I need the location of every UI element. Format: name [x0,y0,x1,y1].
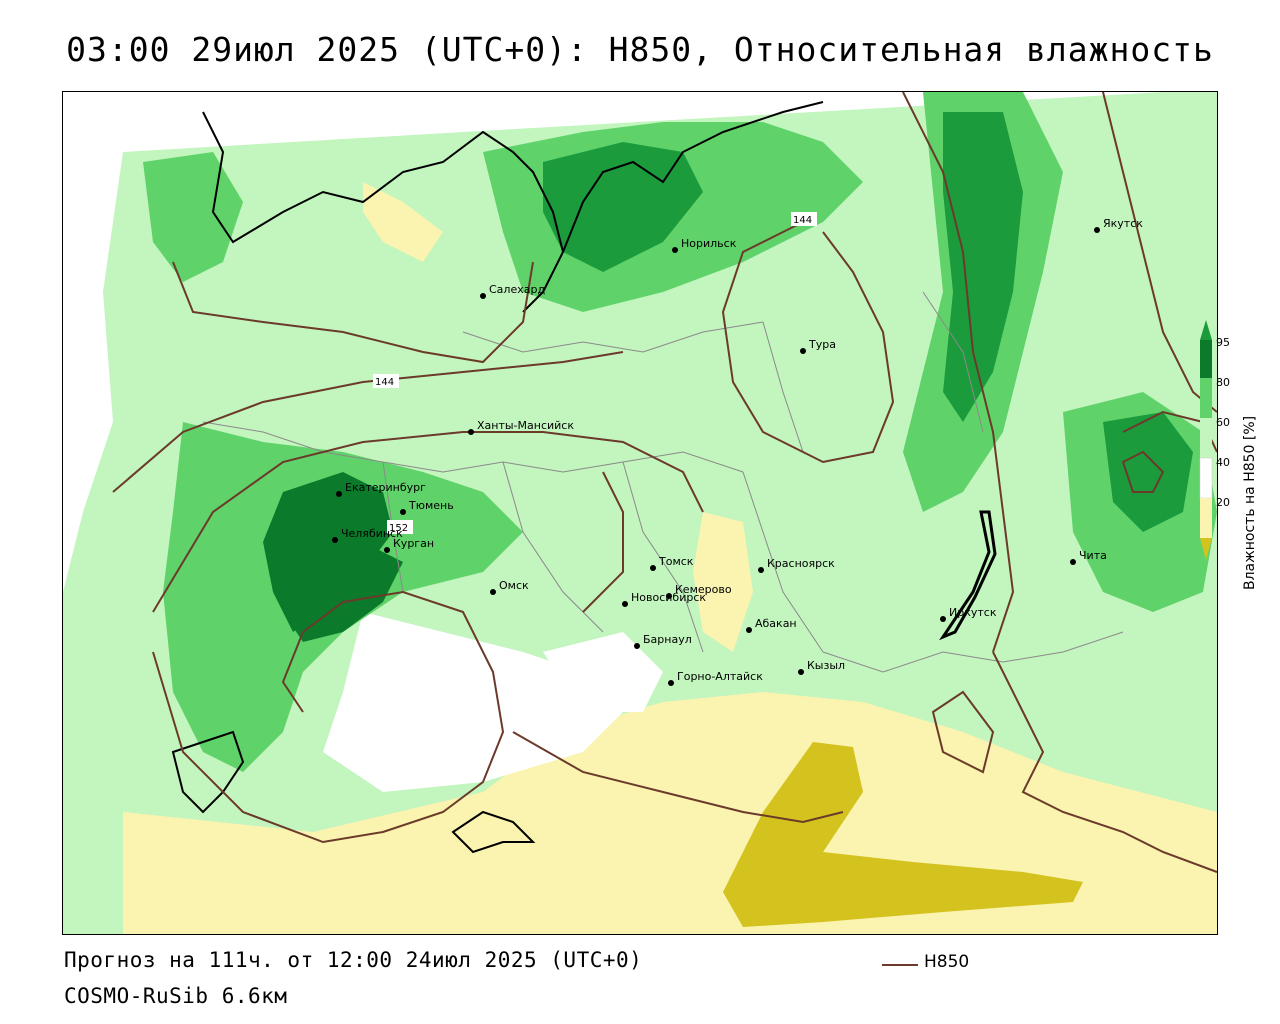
page-title: 03:00 29июл 2025 (UTC+0): H850, Относите… [66,30,1214,69]
city-label: Абакан [755,617,797,630]
colorbar-title: Влажность на H850 [%] [1242,415,1258,590]
city-dot [666,593,672,599]
city-dot [468,429,474,435]
weather-map[interactable]: 144 144 152 Якутск Норильск Салехард Тура Ха… [62,91,1218,935]
city-label: Омск [499,579,529,592]
city-dot [384,547,390,553]
colorbar-tick: 60 [1216,416,1230,429]
city-label: Тура [808,338,836,351]
city-dot [1070,559,1076,565]
caspian-coast [171,730,245,814]
contour-label-144-north: 144 [791,212,817,226]
city-label: Тюмень [408,499,454,512]
colorbar-band-40 [1199,457,1213,499]
humidity-field-dry-central [693,512,753,652]
svg-text:144: 144 [375,377,394,388]
colorbar: 95 80 60 40 20 [1198,310,1278,600]
model-name: COSMO-RuSib 6.6км [64,984,288,1008]
city-dot [490,589,496,595]
city-dot [668,680,674,686]
city-label: Челябинск [341,527,403,540]
colorbar-tick: 80 [1216,376,1230,389]
city-label: Иркутск [949,606,997,619]
humidity-field-saturated-baikal [1103,412,1193,532]
city-dot [336,491,342,497]
svg-text:152: 152 [389,523,408,534]
map-canvas: 144 144 152 Якутск Норильск Салехард Тура Ха… [63,92,1217,934]
city-label: Горно-Алтайск [677,670,763,683]
city-dot [672,247,678,253]
city-label: Кемерово [675,583,732,596]
city-label: Томск [658,555,694,568]
city-label: Ханты-Мансийск [477,419,574,432]
city-dot [800,348,806,354]
colorbar-band-20 [1200,498,1212,538]
city-markers: Якутск Норильск Салехард Тура Ханты-Мансийск… [332,217,1143,686]
humidity-field-saturated-kurgan [283,542,403,642]
colorbar-tick: 95 [1216,336,1230,349]
humidity-field-neutral-2 [543,632,663,712]
city-dot [634,643,640,649]
h850-contours [112,92,1217,873]
balkhash-lake [451,810,536,854]
city-label: Барнаул [643,633,692,646]
humidity-field-saturated-arctic [543,142,703,272]
city-dot [622,601,628,607]
line-legend-label: H850 [924,952,970,972]
city-dot [746,627,752,633]
coastline-east [562,101,824,253]
city-label: Кызыл [807,659,845,672]
forecast-info: Прогноз на 111ч. от 12:00 24июл 2025 (UT… [64,948,643,972]
coastline [202,111,565,313]
colorbar-arrow-bottom [1200,538,1212,560]
city-label: Екатеринбург [345,481,426,494]
city-label: Чита [1079,549,1107,562]
city-dot [332,537,338,543]
contour-label-144-west: 144 [373,374,399,388]
humidity-field-saturated-east [943,112,1023,422]
city-dot [480,293,486,299]
city-label: Якутск [1103,217,1143,230]
city-label: Норильск [681,237,737,250]
humidity-field-dry-north [363,182,443,262]
humidity-field-very-dry [723,742,1083,927]
city-label: Салехард [489,283,545,296]
humidity-field-neutral [323,612,623,792]
colorbar-band-60 [1200,418,1212,458]
city-dot [400,509,406,515]
city-label: Красноярск [767,557,835,570]
colorbar-band-80 [1200,378,1212,418]
colorbar-arrow-top [1200,320,1212,340]
city-label: Курган [393,537,434,550]
city-dot [1094,227,1100,233]
colorbar-tick: 40 [1216,456,1230,469]
colorbar-band-95 [1200,340,1212,378]
lake-baikal [939,510,997,641]
city-dot [758,567,764,573]
svg-text:144: 144 [793,215,812,226]
colorbar-tick: 20 [1216,496,1230,509]
city-dot [798,669,804,675]
line-legend-swatch [882,964,918,966]
contour-label-152: 152 [387,520,413,534]
city-dot [940,616,946,622]
city-dot [650,565,656,571]
